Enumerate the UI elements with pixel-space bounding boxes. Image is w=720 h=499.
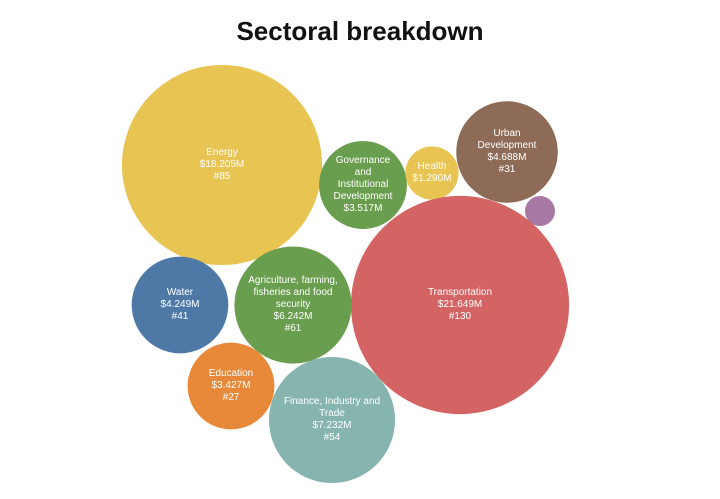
value-label: $3.427M xyxy=(211,380,251,391)
category-name: Energy xyxy=(206,147,238,158)
category-name: Agriculture, farming, fisheries and food… xyxy=(248,275,338,310)
category-name: Governance and Institutional Development xyxy=(333,155,393,202)
bubble-label: Governance and Institutional Development… xyxy=(329,155,397,215)
bubble-label: Urban Development $4.688M #31 xyxy=(468,128,547,176)
category-name: Water xyxy=(166,287,194,298)
bubble-label: Water $4.249M #41 xyxy=(143,287,218,323)
count-label: #31 xyxy=(498,164,516,175)
count-label: #27 xyxy=(222,392,240,403)
category-name: Urban Development xyxy=(477,128,537,151)
bubble-label: Education $3.427M #27 xyxy=(197,368,264,404)
count-label: #41 xyxy=(171,311,189,322)
bubble xyxy=(131,256,229,354)
value-label: $3.517M xyxy=(343,203,383,214)
value-label: $6.242M xyxy=(273,311,313,322)
bubble-label: Transportation $21.649M #130 xyxy=(375,287,544,323)
bubble xyxy=(187,342,275,430)
category-name: Transportation xyxy=(427,287,493,298)
category-name: Finance, Industry and Trade xyxy=(283,396,381,419)
value-label: $18.205M xyxy=(199,159,245,170)
value-label: $1.290M xyxy=(412,173,452,184)
bubble xyxy=(268,356,396,484)
bubble xyxy=(405,146,459,200)
chart-title: Sectoral breakdown xyxy=(236,16,484,46)
bubble-label: Health $1.290M xyxy=(411,161,452,185)
bubble xyxy=(456,101,558,203)
count-label: #85 xyxy=(213,171,231,182)
bubble xyxy=(121,64,323,266)
category-name: Education xyxy=(208,368,254,379)
value-label: $21.649M xyxy=(437,299,483,310)
count-label: #54 xyxy=(323,432,341,443)
count-label: #61 xyxy=(284,323,302,334)
bubble-label: Agriculture, farming, fisheries and food… xyxy=(248,275,339,335)
bubble xyxy=(234,246,352,364)
bubble xyxy=(524,195,556,227)
value-label: $7.232M xyxy=(312,420,352,431)
category-name: Health xyxy=(417,161,447,172)
bubble-label: Finance, Industry and Trade $7.232M #54 xyxy=(283,396,381,444)
value-label: $4.688M xyxy=(487,152,527,163)
bubble xyxy=(319,141,407,229)
value-label: $4.249M xyxy=(160,299,200,310)
count-label: #130 xyxy=(448,311,472,322)
bubble-label: Energy $18.205M #85 xyxy=(144,147,299,183)
bubble xyxy=(350,195,570,415)
